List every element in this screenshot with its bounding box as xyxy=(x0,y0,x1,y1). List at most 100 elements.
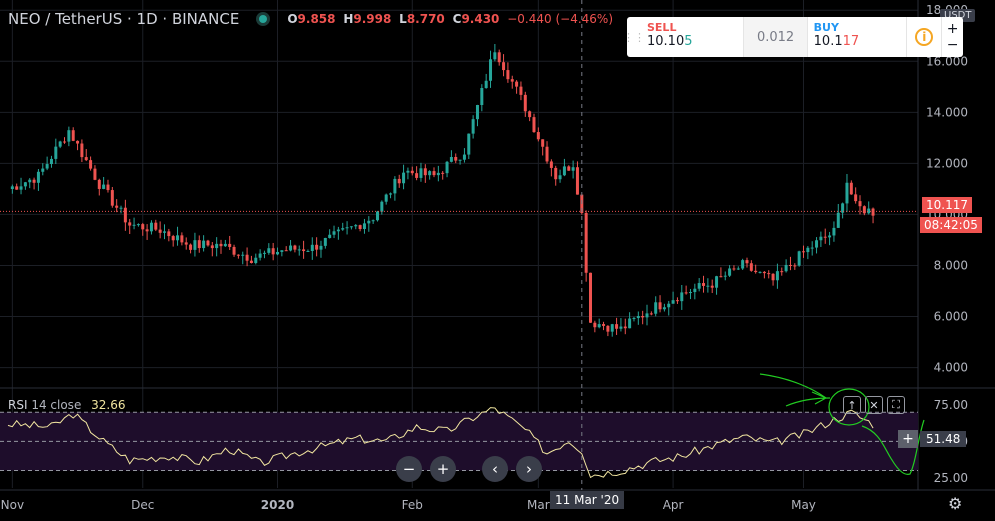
sell-price: 10.105 xyxy=(647,34,737,49)
buy-button[interactable]: BUY 10.117 xyxy=(806,17,907,57)
scroll-left-button[interactable]: ‹ xyxy=(482,456,508,482)
candle-body xyxy=(375,211,379,221)
candle-body xyxy=(315,244,319,250)
symbol-name[interactable]: NEO / TetherUS xyxy=(8,10,123,28)
candle-body xyxy=(402,172,406,184)
zoom-in-button[interactable]: + xyxy=(430,456,456,482)
candle-body xyxy=(780,271,784,273)
candle-body xyxy=(715,276,719,288)
candle-body xyxy=(575,167,579,195)
candle-body xyxy=(49,158,53,165)
low-value: 8.770 xyxy=(406,12,445,26)
candle-body xyxy=(328,234,332,238)
rsi-params: 14 close xyxy=(31,398,82,412)
candle-body xyxy=(671,300,675,304)
rsi-cursor-value: 51.48 xyxy=(920,431,967,447)
candle-body xyxy=(410,170,414,174)
last-price-tag: 10.117 xyxy=(922,197,972,213)
scroll-right-button[interactable]: › xyxy=(516,456,542,482)
candle-body xyxy=(223,243,227,247)
candle-body xyxy=(854,194,858,202)
candle-body xyxy=(736,268,740,270)
candle-body xyxy=(132,224,136,226)
info-button[interactable]: i xyxy=(906,17,941,57)
candle-body xyxy=(549,161,553,168)
candle-body xyxy=(371,220,375,222)
candle-body xyxy=(462,154,466,160)
candle-body xyxy=(562,166,566,176)
candle-body xyxy=(623,326,627,329)
candle-body xyxy=(354,225,358,227)
time-axis-tick-label: Dec xyxy=(131,498,154,512)
candle-body xyxy=(697,283,701,289)
sell-price-highlight: 5 xyxy=(684,34,693,49)
candle-body xyxy=(106,184,110,191)
candle-body xyxy=(702,283,706,286)
candle-body xyxy=(719,276,723,278)
time-axis-tick-label: 2020 xyxy=(261,498,294,512)
candle-body xyxy=(176,235,180,241)
close-pane-icon[interactable]: ✕ xyxy=(865,396,883,414)
candle-body xyxy=(141,224,145,230)
move-pane-up-icon[interactable]: ↑ xyxy=(843,396,861,414)
add-plus-icon[interactable]: + xyxy=(898,430,918,448)
minus-icon[interactable]: − xyxy=(946,37,959,53)
candle-body xyxy=(71,130,75,141)
candle-body xyxy=(436,172,440,176)
candle-body xyxy=(28,179,32,183)
candle-body xyxy=(19,186,23,190)
crosshair-date-label: 11 Mar '20 xyxy=(550,491,625,509)
interval-label[interactable]: 1D xyxy=(136,10,158,28)
price-axis-tick-label: 4.000 xyxy=(934,361,968,375)
price-axis-tick-label: 16.000 xyxy=(926,54,968,68)
plus-icon[interactable]: + xyxy=(946,21,959,37)
sell-button[interactable]: SELL 10.105 xyxy=(641,17,745,57)
candle-body xyxy=(467,133,471,155)
maximize-pane-icon[interactable]: ⛶ xyxy=(887,396,905,414)
price-axis-tick-label: 12.000 xyxy=(926,156,968,170)
candle-body xyxy=(523,94,527,112)
candle-body xyxy=(828,235,832,238)
candle-body xyxy=(480,88,484,106)
scroll-controls: ‹ › xyxy=(482,456,542,482)
candle-body xyxy=(215,243,219,249)
price-axis-tick-label: 14.000 xyxy=(926,105,968,119)
candle-body xyxy=(419,168,423,178)
candle-body xyxy=(615,324,619,329)
candle-body xyxy=(802,251,806,253)
candle-body xyxy=(45,164,49,169)
candle-body xyxy=(267,248,271,253)
candle-body xyxy=(558,175,562,180)
candle-body xyxy=(662,307,666,310)
candle-body xyxy=(762,271,766,274)
candle-body xyxy=(423,168,427,176)
candle-body xyxy=(815,240,819,248)
open-value: 9.858 xyxy=(297,12,336,26)
drag-handle-icon[interactable]: ⋮⋮ xyxy=(623,30,645,44)
sell-label: SELL xyxy=(647,21,677,34)
time-axis-tick-label: Feb xyxy=(402,498,423,512)
buy-price-main: 10.1 xyxy=(813,34,843,49)
candle-body xyxy=(319,245,323,250)
candle-body xyxy=(602,324,606,326)
candle-body xyxy=(145,229,149,232)
candle-body xyxy=(219,243,223,247)
candle-body xyxy=(545,146,549,162)
candle-body xyxy=(745,260,749,264)
rsi-line xyxy=(7,407,874,479)
candle-body xyxy=(397,178,401,184)
candle-body xyxy=(528,111,532,118)
candle-body xyxy=(184,242,188,245)
candle-body xyxy=(284,250,288,252)
gear-icon[interactable]: ⚙ xyxy=(948,494,963,513)
annotation-circle xyxy=(828,388,870,426)
candle-body xyxy=(110,190,114,206)
zoom-out-button[interactable]: − xyxy=(396,456,422,482)
candle-body xyxy=(749,263,753,271)
buy-price-highlight: 17 xyxy=(842,34,860,49)
candle-body xyxy=(171,236,175,241)
candle-body xyxy=(619,326,623,329)
rsi-legend[interactable]: RSI 14 close 32.66 xyxy=(8,398,126,412)
candle-body xyxy=(154,222,158,230)
